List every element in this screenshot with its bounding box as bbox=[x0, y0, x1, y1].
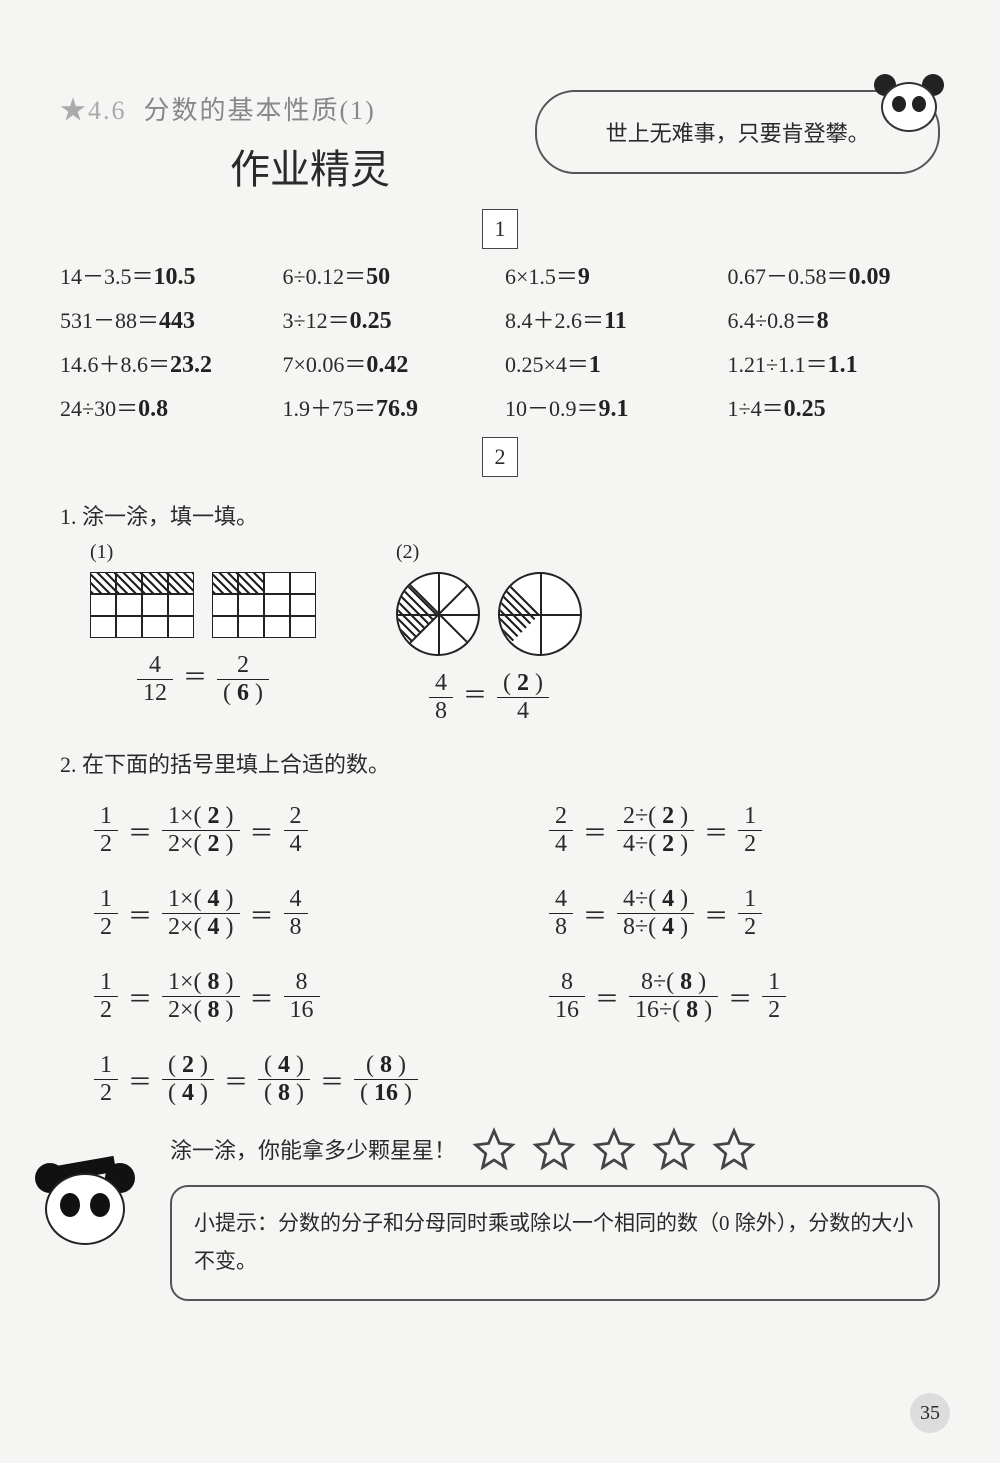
circle-8 bbox=[396, 572, 480, 656]
answer: 6 bbox=[237, 680, 249, 706]
arith-cell: 14.6＋8.6＝23.2 bbox=[60, 347, 273, 379]
panda-icon bbox=[874, 74, 944, 134]
frac-den: ( 8 ) bbox=[258, 1080, 310, 1107]
arith-cell: 1.9＋75＝76.9 bbox=[283, 391, 496, 423]
frac-num: ( 8 ) bbox=[354, 1052, 418, 1080]
frac-den: 2 bbox=[94, 1080, 118, 1107]
arith-cell: 24÷30＝0.8 bbox=[60, 391, 273, 423]
equation-row: 48＝4÷( 4 )8÷( 4 )＝12 bbox=[545, 886, 940, 941]
q1-row: (1) 412 ＝ 2( 6 ) (2) 48 ＝ ( 2 )4 bbox=[60, 541, 940, 725]
q1-label: 1. 涂一涂，填一填。 bbox=[60, 499, 940, 531]
star-icon bbox=[532, 1127, 576, 1171]
star-prompt: 涂一涂，你能拿多少颗星星！ bbox=[170, 1133, 456, 1165]
frac-num: 4 bbox=[429, 670, 453, 698]
equation-row: 816＝8÷( 8 )16÷( 8 )＝12 bbox=[545, 969, 940, 1024]
frac-den: 4 bbox=[497, 698, 549, 725]
frac-num: 1 bbox=[94, 1052, 118, 1080]
motto-text: 世上无难事，只要肯登攀。 bbox=[606, 121, 870, 146]
star-icon bbox=[472, 1127, 516, 1171]
section-box-1: 1 bbox=[482, 209, 518, 249]
section-box-2: 2 bbox=[482, 437, 518, 477]
footer: 涂一涂，你能拿多少颗星星！ 小提示：分数的分子和分母同时乘或除以一个相同的数（0… bbox=[170, 1127, 940, 1301]
arith-cell: 531－88＝443 bbox=[60, 303, 273, 335]
header: ★4.6 分数的基本性质(1) 作业精灵 世上无难事，只要肯登攀。 bbox=[60, 90, 940, 195]
circle-diagrams bbox=[396, 572, 582, 656]
frac-den: 12 bbox=[137, 680, 173, 707]
equation-row: 12＝1×( 4 )2×( 4 )＝48 bbox=[90, 886, 485, 941]
frac-num: ( 2 ) bbox=[497, 670, 549, 698]
arith-cell: 1÷4＝0.25 bbox=[728, 391, 941, 423]
page-number: 35 bbox=[910, 1393, 950, 1433]
arith-cell: 14－3.5＝10.5 bbox=[60, 259, 273, 291]
frac-den: 8 bbox=[429, 698, 453, 725]
q2-equations: 12＝1×( 2 )2×( 2 )＝24 24＝2÷( 2 )4÷( 2 )＝12… bbox=[60, 789, 940, 1038]
arith-cell: 3÷12＝0.25 bbox=[283, 303, 496, 335]
subtitle: 作业精灵 bbox=[120, 137, 500, 195]
star-icon bbox=[652, 1127, 696, 1171]
frac-den: ( 16 ) bbox=[354, 1080, 418, 1107]
arith-cell: 0.25×4＝1 bbox=[505, 347, 718, 379]
equation-row: 12＝1×( 8 )2×( 8 )＝816 bbox=[90, 969, 485, 1024]
arith-cell: 7×0.06＝0.42 bbox=[283, 347, 496, 379]
q1-eq2: 48 ＝ ( 2 )4 bbox=[396, 670, 582, 725]
star-icon bbox=[712, 1127, 756, 1171]
frac-num: 2 bbox=[217, 652, 269, 680]
frac-num: ( 4 ) bbox=[258, 1052, 310, 1080]
rect-grid-a bbox=[90, 572, 194, 638]
rect-grids bbox=[90, 572, 316, 638]
q1-part1: (1) 412 ＝ 2( 6 ) bbox=[90, 541, 316, 725]
arith-cell: 6.4÷0.8＝8 bbox=[728, 303, 941, 335]
q1-sub1: (1) bbox=[90, 541, 316, 564]
star-icon: ★4.6 bbox=[60, 96, 127, 125]
q2-chain: 12＝ ( 2 )( 4 )＝ ( 4 )( 8 )＝ ( 8 )( 16 ) bbox=[90, 1052, 940, 1107]
hint-box: 小提示：分数的分子和分母同时乘或除以一个相同的数（0 除外），分数的大小不变。 bbox=[170, 1185, 940, 1301]
section-title-text: 分数的基本性质(1) bbox=[144, 96, 376, 125]
hint-label: 小提示： bbox=[194, 1211, 278, 1235]
answer: 2 bbox=[517, 670, 529, 696]
frac-num: ( 2 ) bbox=[162, 1052, 214, 1080]
hint-text: 分数的分子和分母同时乘或除以一个相同的数（0 除外），分数的大小不变。 bbox=[194, 1211, 913, 1273]
title-block: ★4.6 分数的基本性质(1) 作业精灵 bbox=[60, 90, 500, 195]
q1-part2: (2) 48 ＝ ( 2 )4 bbox=[396, 541, 582, 725]
rect-grid-b bbox=[212, 572, 316, 638]
arith-cell: 6×1.5＝9 bbox=[505, 259, 718, 291]
frac-num: 4 bbox=[137, 652, 173, 680]
arith-cell: 1.21÷1.1＝1.1 bbox=[728, 347, 941, 379]
motto-box: 世上无难事，只要肯登攀。 bbox=[535, 90, 940, 174]
star-icon bbox=[592, 1127, 636, 1171]
arith-cell: 10－0.9＝9.1 bbox=[505, 391, 718, 423]
arith-cell: 6÷0.12＝50 bbox=[283, 259, 496, 291]
arith-cell: 8.4＋2.6＝11 bbox=[505, 303, 718, 335]
frac-den: ( 6 ) bbox=[217, 680, 269, 707]
section-title: ★4.6 分数的基本性质(1) bbox=[60, 90, 500, 127]
circle-4 bbox=[498, 572, 582, 656]
star-row: 涂一涂，你能拿多少颗星星！ bbox=[170, 1127, 940, 1171]
frac-den: ( 4 ) bbox=[162, 1080, 214, 1107]
arith-cell: 0.67－0.58＝0.09 bbox=[728, 259, 941, 291]
panda-graduate-icon bbox=[30, 1143, 140, 1263]
q2-label: 2. 在下面的括号里填上合适的数。 bbox=[60, 747, 940, 779]
equation-row: 12＝1×( 2 )2×( 2 )＝24 bbox=[90, 803, 485, 858]
equation-row: 24＝2÷( 2 )4÷( 2 )＝12 bbox=[545, 803, 940, 858]
arithmetic-grid: 14－3.5＝10.5 6÷0.12＝50 6×1.5＝9 0.67－0.58＝0.0… bbox=[60, 259, 940, 423]
q1-eq1: 412 ＝ 2( 6 ) bbox=[90, 652, 316, 707]
q1-sub2: (2) bbox=[396, 541, 582, 564]
